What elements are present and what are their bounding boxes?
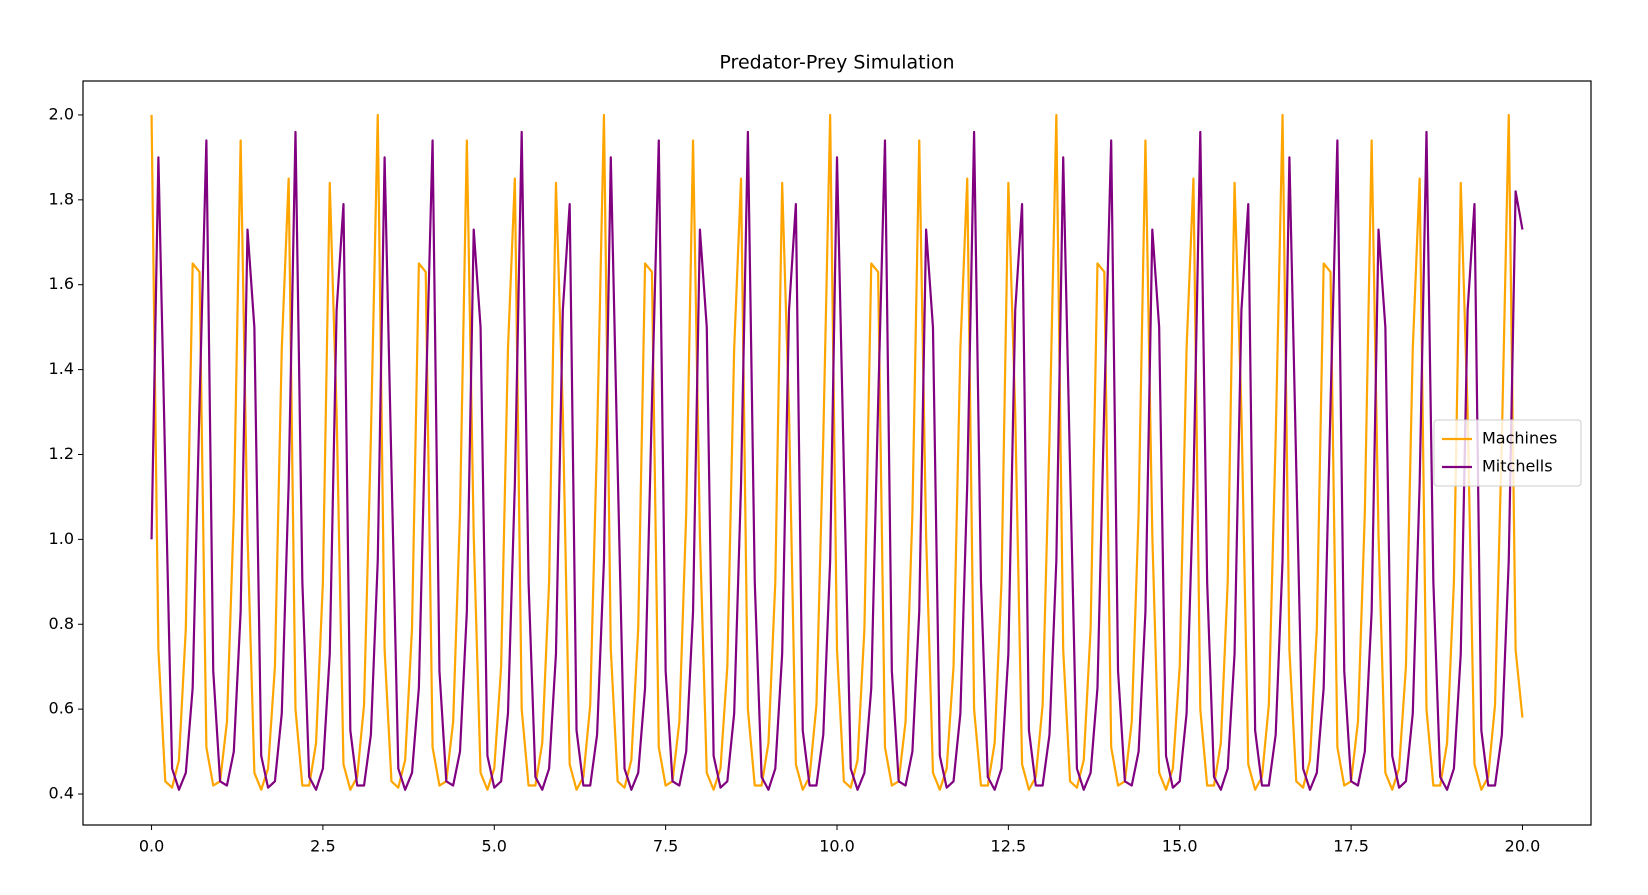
- x-tick-label: 7.5: [653, 837, 678, 856]
- y-tick-label: 1.0: [49, 529, 74, 548]
- x-tick-label: 17.5: [1333, 837, 1369, 856]
- y-tick-label: 0.6: [49, 699, 74, 718]
- x-tick-label: 12.5: [991, 837, 1027, 856]
- x-tick-label: 2.5: [310, 837, 335, 856]
- x-tick-label: 10.0: [819, 837, 855, 856]
- x-tick-label: 5.0: [482, 837, 507, 856]
- chart-title: Predator-Prey Simulation: [719, 52, 954, 74]
- legend-label: Mitchells: [1482, 457, 1553, 476]
- series-line: [150, 113, 1524, 791]
- y-tick-label: 1.4: [49, 359, 74, 378]
- plot-frame: [82, 80, 1592, 826]
- x-tick-label: 20.0: [1505, 837, 1541, 856]
- y-tick-label: 1.6: [49, 274, 74, 293]
- legend-box: [1433, 419, 1582, 487]
- x-tick-label: 0.0: [139, 837, 164, 856]
- y-tick-label: 1.2: [49, 444, 74, 463]
- y-tick-label: 2.0: [49, 104, 74, 123]
- legend-label: Machines: [1482, 429, 1557, 448]
- y-tick-label: 1.8: [49, 189, 74, 208]
- legend: Machines Mitchells: [1433, 419, 1582, 487]
- series-line: [150, 130, 1524, 791]
- x-tick-label: 15.0: [1162, 837, 1198, 856]
- y-tick-label: 0.4: [49, 784, 74, 803]
- y-tick-label: 0.8: [49, 614, 74, 633]
